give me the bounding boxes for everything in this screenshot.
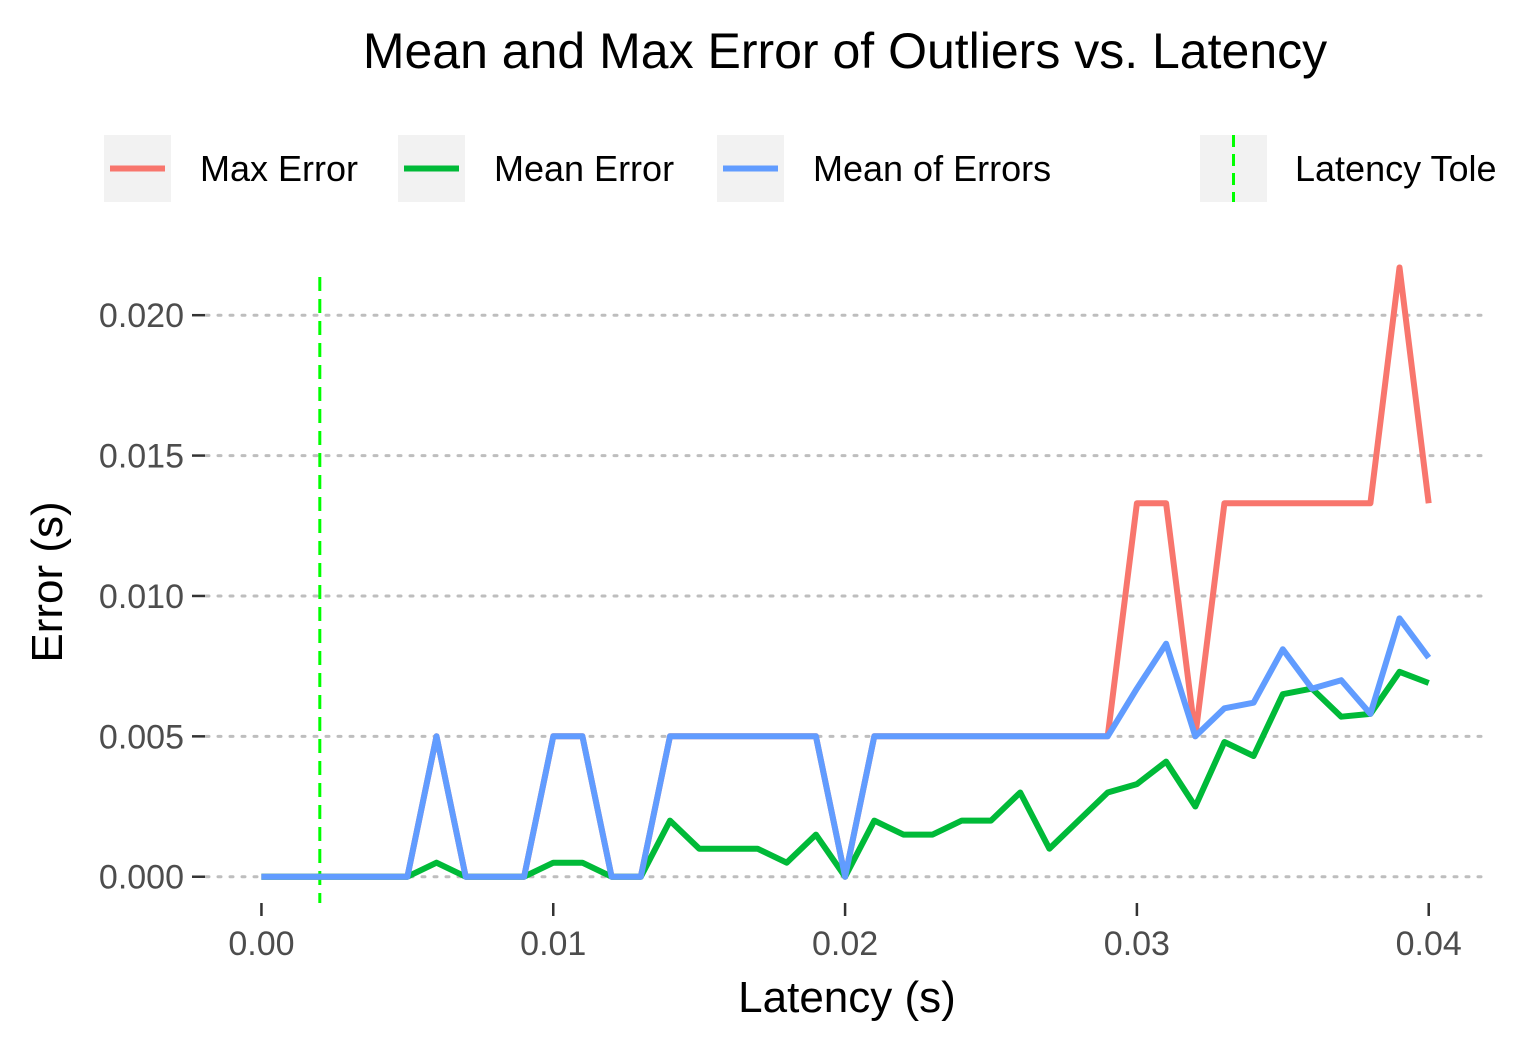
grid-lines <box>204 313 1492 879</box>
legend-item: Mean Error <box>398 135 674 202</box>
chart-title: Mean and Max Error of Outliers vs. Laten… <box>363 23 1327 79</box>
y-axis: 0.000 0.005 0.010 0.015 0.020 <box>99 297 205 897</box>
y-tick-label: 0.020 <box>99 297 184 335</box>
x-axis: 0.00 0.01 0.02 0.03 0.04 <box>228 903 1462 963</box>
y-tick-label: 0.005 <box>99 718 184 756</box>
x-tick-label: 0.04 <box>1396 925 1462 963</box>
legend-label: Mean of Errors <box>813 148 1051 189</box>
legend: Max Error Mean Error Mean of Errors Latency… <box>104 135 1496 202</box>
legend-item: Max Error <box>104 135 358 202</box>
y-tick-label: 0.010 <box>99 578 184 616</box>
x-tick-label: 0.00 <box>228 925 294 963</box>
legend-item: Latency Tole <box>1200 135 1496 202</box>
series-line-mean-of-errors <box>261 615 1432 880</box>
legend-label: Max Error <box>200 148 358 189</box>
legend-label: Latency Tole <box>1295 148 1496 189</box>
y-tick-label: 0.015 <box>99 438 184 476</box>
x-tick-label: 0.03 <box>1104 925 1170 963</box>
series-lines <box>261 264 1432 880</box>
x-axis-label: Latency (s) <box>738 973 956 1022</box>
x-tick-label: 0.02 <box>812 925 878 963</box>
legend-item: Mean of Errors <box>717 135 1051 202</box>
x-tick-label: 0.01 <box>520 925 586 963</box>
y-tick-label: 0.000 <box>99 859 184 897</box>
y-axis-label: Error (s) <box>23 501 72 662</box>
legend-label: Mean Error <box>494 148 674 189</box>
series-line-max-error <box>261 264 1432 880</box>
